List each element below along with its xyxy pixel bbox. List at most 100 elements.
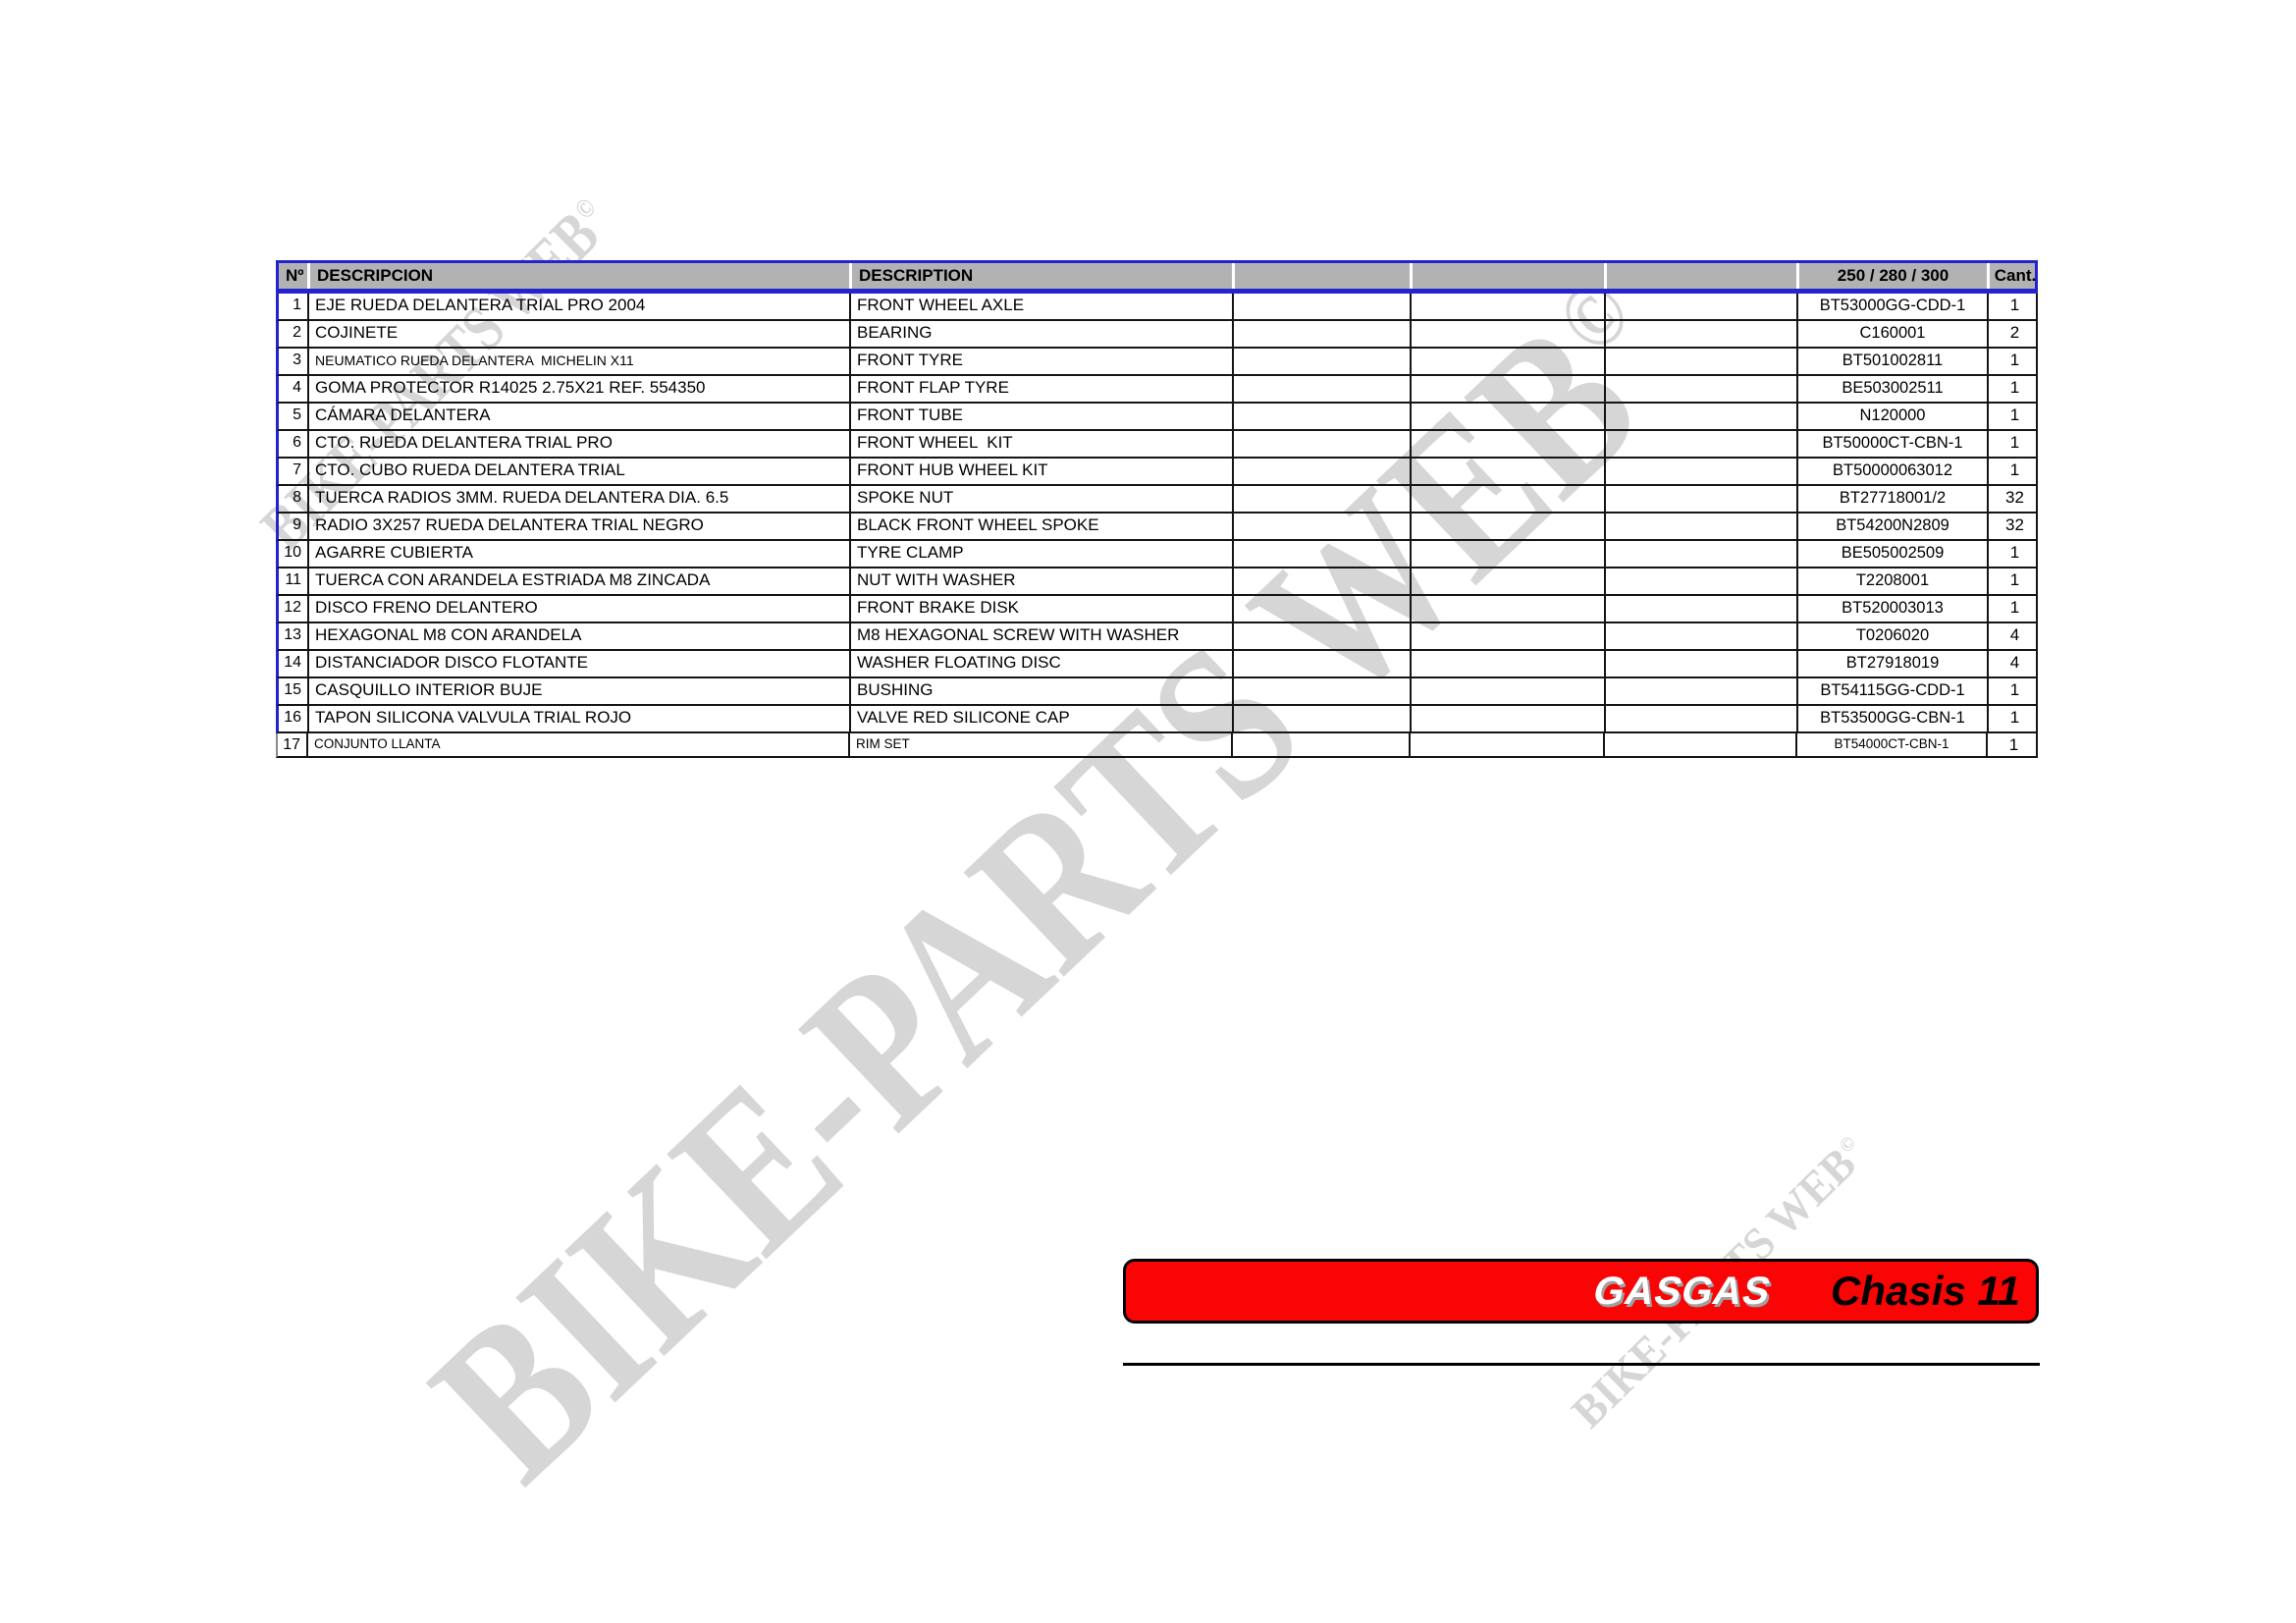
row-part-number: BT53000GG-CDD-1 xyxy=(1796,294,1987,319)
row-quantity: 1 xyxy=(1987,404,2041,429)
row-quantity: 4 xyxy=(1987,623,2041,649)
empty-cell xyxy=(1604,541,1796,567)
row-description: FRONT HUB WHEEL KIT xyxy=(849,459,1232,484)
row-number: 12 xyxy=(284,599,301,616)
empty-cell xyxy=(1232,623,1410,649)
empty-cell xyxy=(1410,431,1604,457)
header-empty xyxy=(1410,263,1604,289)
row-descripcion: CONJUNTO LLANTA xyxy=(306,733,848,756)
model-banner: GASGAS Chasis 11 xyxy=(1123,1259,2039,1324)
row-descripcion: DISCO FRENO DELANTERO xyxy=(307,596,849,622)
row-description: BUSHING xyxy=(849,678,1232,704)
row-descripcion: TAPON SILICONA VALVULA TRIAL ROJO xyxy=(307,706,849,731)
header-model-ref: 250 / 280 / 300 xyxy=(1796,263,1987,289)
table-header: Nº DESCRIPCION DESCRIPTION 250 / 280 / 3… xyxy=(276,260,2038,294)
row-part-number: BE503002511 xyxy=(1796,376,1987,402)
table-row: 8 TUERCA RADIOS 3MM. RUEDA DELANTERA DIA… xyxy=(276,486,2038,514)
row-descripcion: TUERCA RADIOS 3MM. RUEDA DELANTERA DIA. … xyxy=(307,486,849,512)
row-number: 2 xyxy=(293,324,301,341)
table-row: 1 EJE RUEDA DELANTERA TRIAL PRO 2004 FRO… xyxy=(276,294,2038,321)
empty-cell xyxy=(1604,596,1796,622)
row-quantity: 1 xyxy=(1986,733,2040,756)
table-row: 5 CÁMARA DELANTERA FRONT TUBE N120000 1 xyxy=(276,404,2038,431)
header-empty xyxy=(1604,263,1796,289)
row-descripcion: CÁMARA DELANTERA xyxy=(307,404,849,429)
empty-cell xyxy=(1232,651,1410,676)
empty-cell xyxy=(1604,623,1796,649)
row-part-number: T0206020 xyxy=(1796,623,1987,649)
header-empty xyxy=(1232,263,1410,289)
row-descripcion: AGARRE CUBIERTA xyxy=(307,541,849,567)
table-row: 11 TUERCA CON ARANDELA ESTRIADA M8 ZINCA… xyxy=(276,568,2038,596)
row-part-number: BT54200N2809 xyxy=(1796,514,1987,539)
row-descripcion: COJINETE xyxy=(307,321,849,347)
table-row: 10 AGARRE CUBIERTA TYRE CLAMP BE50500250… xyxy=(276,541,2038,568)
empty-cell xyxy=(1232,349,1410,374)
empty-cell xyxy=(1232,486,1410,512)
row-quantity: 32 xyxy=(1987,486,2041,512)
table-row: 9 RADIO 3X257 RUEDA DELANTERA TRIAL NEGR… xyxy=(276,514,2038,541)
row-part-number: BT27918019 xyxy=(1796,651,1987,676)
row-number: 6 xyxy=(293,434,301,451)
row-quantity: 1 xyxy=(1987,568,2041,594)
empty-cell xyxy=(1604,294,1796,319)
row-description: SPOKE NUT xyxy=(849,486,1232,512)
row-description: TYRE CLAMP xyxy=(849,541,1232,567)
gasgas-logo: GASGAS xyxy=(1588,1269,1776,1313)
row-part-number: C160001 xyxy=(1796,321,1987,347)
row-description: WASHER FLOATING DISC xyxy=(849,651,1232,676)
header-description: DESCRIPTION xyxy=(849,263,1232,289)
header-num: Nº xyxy=(286,266,304,285)
empty-cell xyxy=(1232,514,1410,539)
row-part-number: BT53500GG-CBN-1 xyxy=(1796,706,1987,731)
row-number: 15 xyxy=(284,681,301,698)
empty-cell xyxy=(1410,514,1604,539)
empty-cell xyxy=(1604,376,1796,402)
empty-cell xyxy=(1410,459,1604,484)
header-quantity: Cant. xyxy=(1987,263,2041,289)
row-quantity: 32 xyxy=(1987,514,2041,539)
empty-cell xyxy=(1604,706,1796,731)
empty-cell xyxy=(1604,459,1796,484)
empty-cell xyxy=(1410,596,1604,622)
row-number: 17 xyxy=(283,736,300,753)
row-part-number: T2208001 xyxy=(1796,568,1987,594)
empty-cell xyxy=(1409,733,1603,756)
row-descripcion: CASQUILLO INTERIOR BUJE xyxy=(307,678,849,704)
table-row: 17 CONJUNTO LLANTA RIM SET BT54000CT-CBN… xyxy=(276,733,2038,758)
row-number: 8 xyxy=(293,489,301,506)
row-descripcion: TUERCA CON ARANDELA ESTRIADA M8 ZINCADA xyxy=(307,568,849,594)
banner-title: Chasis 11 xyxy=(1831,1268,2020,1314)
row-number: 5 xyxy=(293,406,301,423)
empty-cell xyxy=(1410,321,1604,347)
empty-cell xyxy=(1232,706,1410,731)
table-row: 4 GOMA PROTECTOR R14025 2.75X21 REF. 554… xyxy=(276,376,2038,404)
row-description: M8 HEXAGONAL SCREW WITH WASHER xyxy=(849,623,1232,649)
row-number: 4 xyxy=(293,379,301,396)
empty-cell xyxy=(1232,596,1410,622)
empty-cell xyxy=(1604,651,1796,676)
empty-cell xyxy=(1410,568,1604,594)
empty-cell xyxy=(1232,294,1410,319)
row-part-number: N120000 xyxy=(1796,404,1987,429)
empty-cell xyxy=(1410,678,1604,704)
row-descripcion: DISTANCIADOR DISCO FLOTANTE xyxy=(307,651,849,676)
header-descripcion: DESCRIPCION xyxy=(307,263,849,289)
empty-cell xyxy=(1410,404,1604,429)
row-description: FRONT BRAKE DISK xyxy=(849,596,1232,622)
empty-cell xyxy=(1232,459,1410,484)
row-number: 9 xyxy=(293,516,301,533)
table-row: 3 NEUMATICO RUEDA DELANTERA MICHELIN X11… xyxy=(276,349,2038,376)
empty-cell xyxy=(1232,541,1410,567)
empty-cell xyxy=(1604,349,1796,374)
row-quantity: 1 xyxy=(1987,431,2041,457)
row-number: 3 xyxy=(293,352,301,368)
row-part-number: BT50000063012 xyxy=(1796,459,1987,484)
empty-cell xyxy=(1410,706,1604,731)
row-descripcion: EJE RUEDA DELANTERA TRIAL PRO 2004 xyxy=(307,294,849,319)
empty-cell xyxy=(1231,733,1409,756)
row-description: NUT WITH WASHER xyxy=(849,568,1232,594)
row-quantity: 2 xyxy=(1987,321,2041,347)
empty-cell xyxy=(1410,349,1604,374)
row-number: 13 xyxy=(284,626,301,643)
